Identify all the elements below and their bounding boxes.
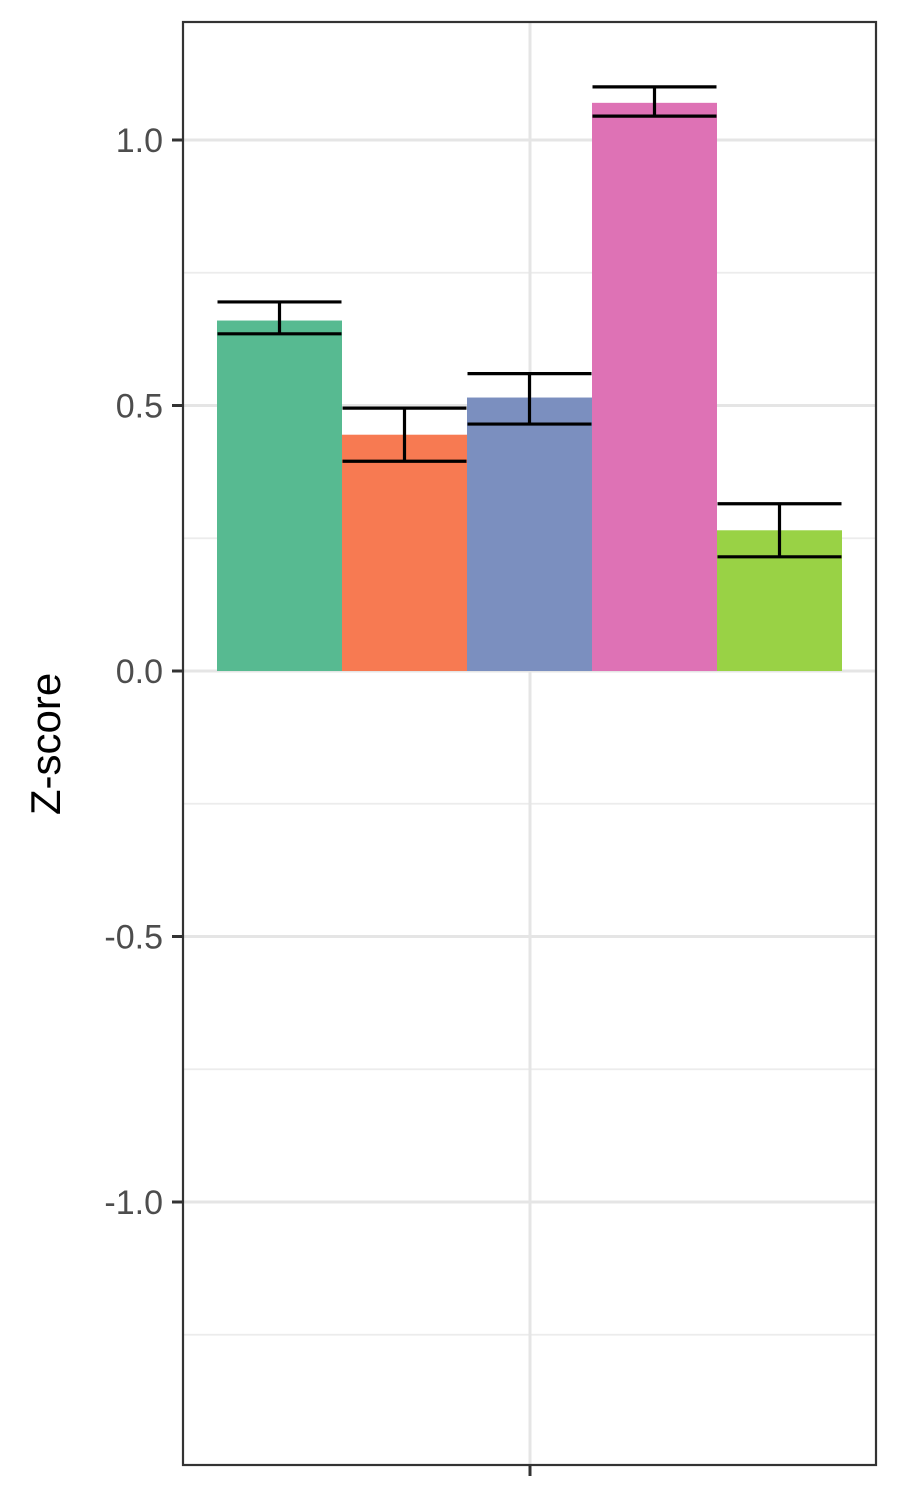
y-axis-ticks: [172, 138, 183, 1204]
y-tick-label: -0.5: [104, 919, 163, 957]
y-axis-tick-labels: 1.0 0.5 0.0 -0.5 -1.0: [104, 122, 163, 1222]
bar: [467, 397, 592, 671]
errorbars-group: [217, 85, 842, 559]
bar: [217, 320, 342, 671]
y-tick-label: 0.5: [116, 388, 163, 426]
y-tick-label: 1.0: [116, 122, 163, 160]
y-tick-label: -1.0: [104, 1184, 163, 1222]
bar: [592, 102, 717, 671]
bar: [342, 434, 467, 671]
bars-group: [217, 102, 842, 671]
y-tick-label: 0.0: [116, 653, 163, 691]
y-axis-title: Z-score: [22, 673, 69, 815]
